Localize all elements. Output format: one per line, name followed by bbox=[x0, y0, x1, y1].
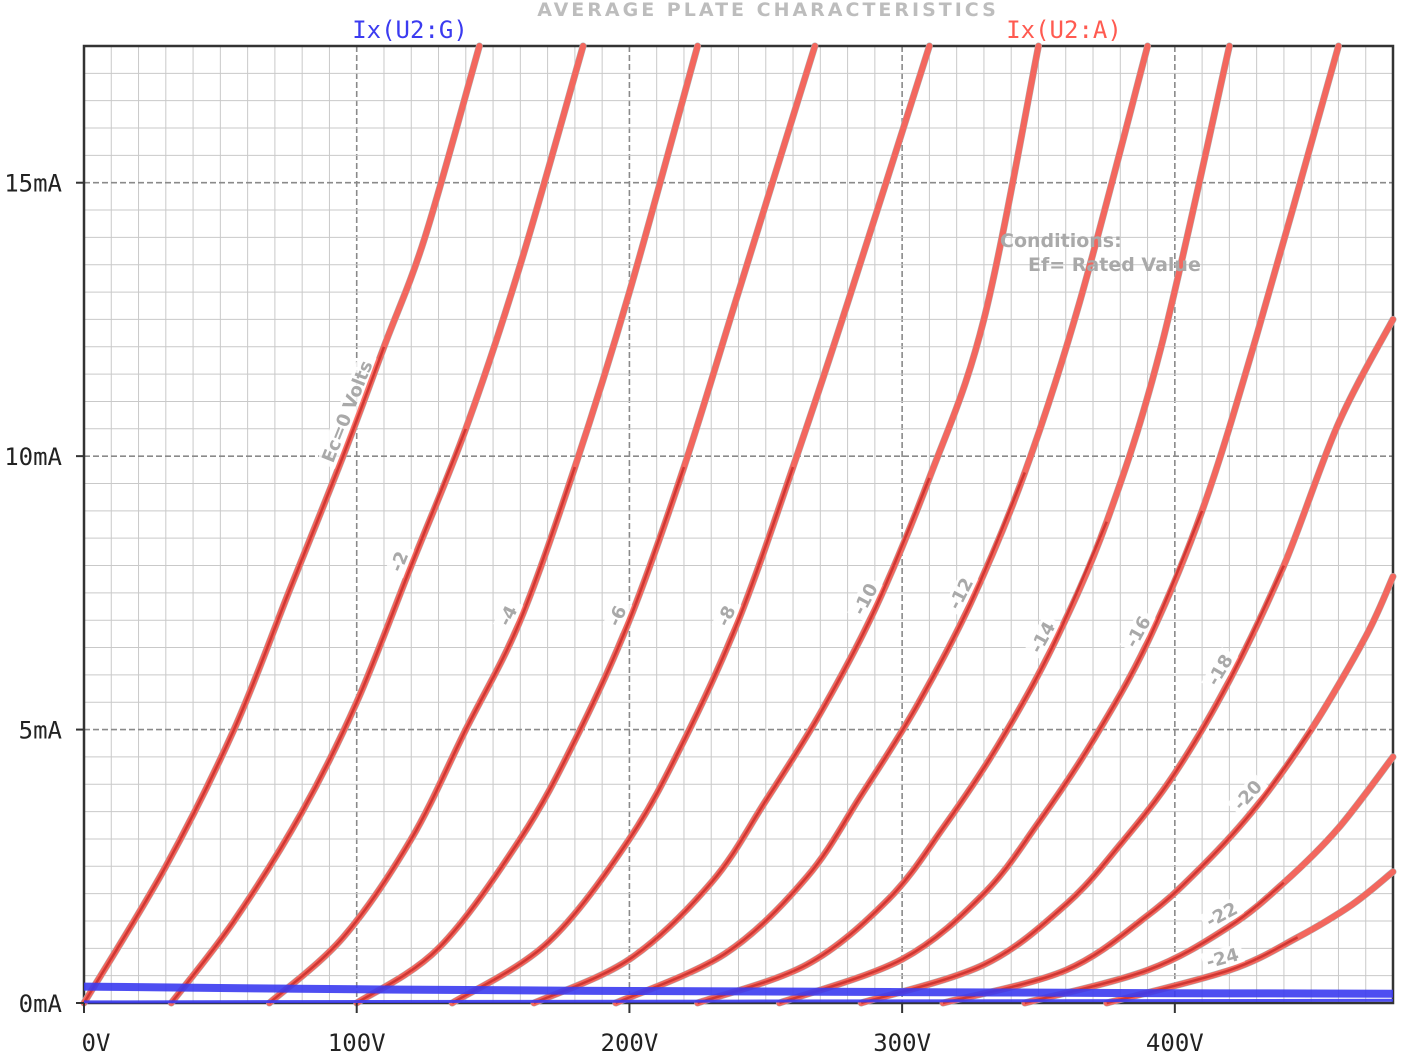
x-tick-label: 300V bbox=[873, 1029, 931, 1057]
curve-label-bg bbox=[1226, 773, 1270, 817]
curve-label-bg bbox=[942, 570, 980, 617]
series-anode-trace bbox=[356, 466, 686, 1005]
chart-title: AVERAGE PLATE CHARACTERISTICS bbox=[537, 0, 999, 21]
conditions-line-1: Conditions: bbox=[1000, 230, 1122, 252]
plot-frame bbox=[82, 44, 1395, 1005]
curve-label-bg bbox=[1119, 608, 1157, 655]
curve-label-bg bbox=[602, 597, 634, 633]
series-curves bbox=[81, 43, 1396, 1006]
y-tick-label: 5mA bbox=[19, 717, 63, 745]
series-anode-trace bbox=[170, 428, 467, 1004]
x-tick-label: 200V bbox=[601, 1029, 659, 1057]
x-tick-label: 0V bbox=[82, 1029, 111, 1057]
conditions-line-2: Ef= Rated Value bbox=[1028, 254, 1201, 276]
series-grid-curve bbox=[83, 982, 1394, 998]
curve-label-bg bbox=[1201, 647, 1240, 693]
y-tick-label: 15mA bbox=[4, 170, 62, 198]
curve-label-bg bbox=[316, 351, 379, 469]
series-anode-trace bbox=[615, 472, 1026, 1005]
series-anode-trace bbox=[533, 477, 931, 1005]
curve-label-bg bbox=[384, 543, 415, 579]
legend-ix-u2-g: Ix(U2:G) bbox=[352, 16, 468, 44]
series-anode-trace bbox=[697, 521, 1108, 1005]
curve-label-bg bbox=[1200, 943, 1246, 974]
series-anode-trace bbox=[942, 728, 1313, 1005]
series-anode-trace bbox=[860, 564, 1286, 1005]
axis-ticks: 0V 100V 200V 300V 400V 0mA 5mA 10mA 15mA bbox=[4, 170, 1204, 1057]
curve-label-bg bbox=[847, 576, 884, 622]
y-tick-label: 0mA bbox=[19, 990, 63, 1018]
series-anode-trace bbox=[451, 466, 795, 1005]
curve-label-bg bbox=[1199, 896, 1245, 934]
curve-label-bg bbox=[492, 597, 525, 633]
series-grid-curve bbox=[83, 998, 1394, 1004]
series-anode-trace bbox=[778, 510, 1204, 1005]
x-tick-label: 400V bbox=[1146, 1029, 1204, 1057]
legend-ix-u2-a: Ix(U2:A) bbox=[1006, 16, 1122, 44]
y-tick-label: 10mA bbox=[4, 443, 62, 471]
curve-label-bg bbox=[1024, 614, 1062, 660]
curve-label-bg bbox=[711, 597, 743, 633]
series-anode-trace bbox=[82, 346, 386, 1004]
x-tick-label: 100V bbox=[328, 1029, 386, 1057]
series-anode-trace bbox=[268, 466, 577, 1004]
